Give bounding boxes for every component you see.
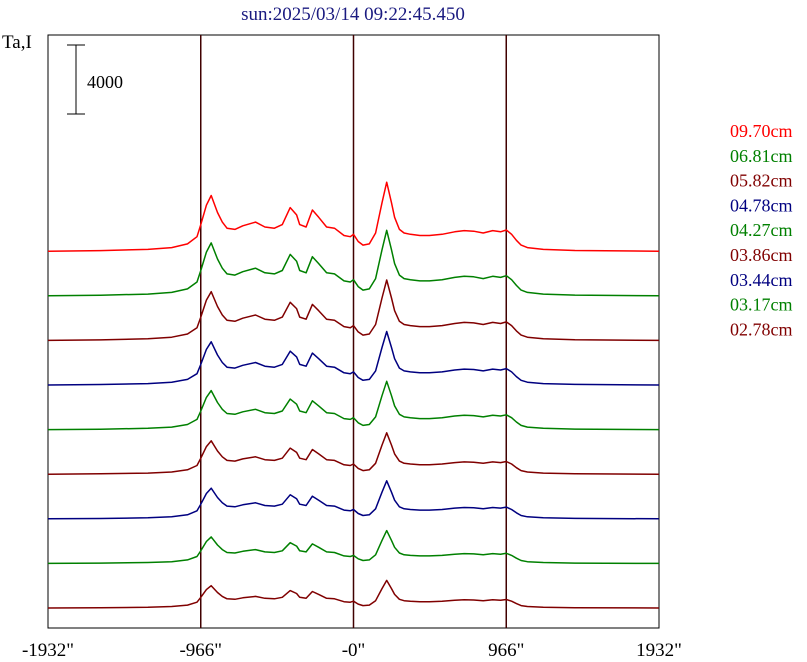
legend-entry: 05.82cm: [730, 171, 793, 191]
x-tick-label: -966": [179, 640, 222, 661]
legend-entry: 02.78cm: [730, 319, 793, 339]
series-line: [47, 181, 660, 252]
legend-entry: 03.44cm: [730, 270, 793, 290]
legend-entry: 04.78cm: [730, 195, 793, 215]
vertical-reference-lines: [200, 35, 507, 628]
series-line: [47, 432, 660, 475]
x-tick-labels: -1932" -966" -0" 966" 1932": [22, 640, 682, 661]
series-layer: [47, 181, 660, 609]
chart-title: sun:2025/03/14 09:22:45.450: [241, 4, 465, 25]
series-line: [47, 229, 660, 297]
x-tick-label: 966": [488, 640, 524, 661]
series-line: [47, 330, 660, 386]
legend-entry: 09.70cm: [730, 121, 793, 141]
legend-entry: 03.17cm: [730, 295, 793, 315]
legend-entry: 03.86cm: [730, 245, 793, 265]
legend-entry: 04.27cm: [730, 220, 793, 240]
series-line: [47, 279, 660, 342]
series-line: [47, 380, 660, 431]
y-axis-label: Ta,I: [2, 32, 32, 53]
x-tick-label: 1932": [636, 640, 682, 661]
series-line: [47, 480, 660, 520]
x-tick-label: -1932": [22, 640, 74, 661]
x-tick-label: -0": [342, 640, 366, 661]
intensity-scale-bar: 4000: [67, 44, 123, 115]
scale-bar-label: 4000: [87, 72, 123, 92]
series-line: [47, 529, 660, 565]
series-line: [47, 579, 660, 609]
legend-entry: 06.81cm: [730, 146, 793, 166]
legend: 09.70cm 06.81cm 05.82cm 04.78cm 04.27cm 03.86…: [730, 121, 793, 339]
